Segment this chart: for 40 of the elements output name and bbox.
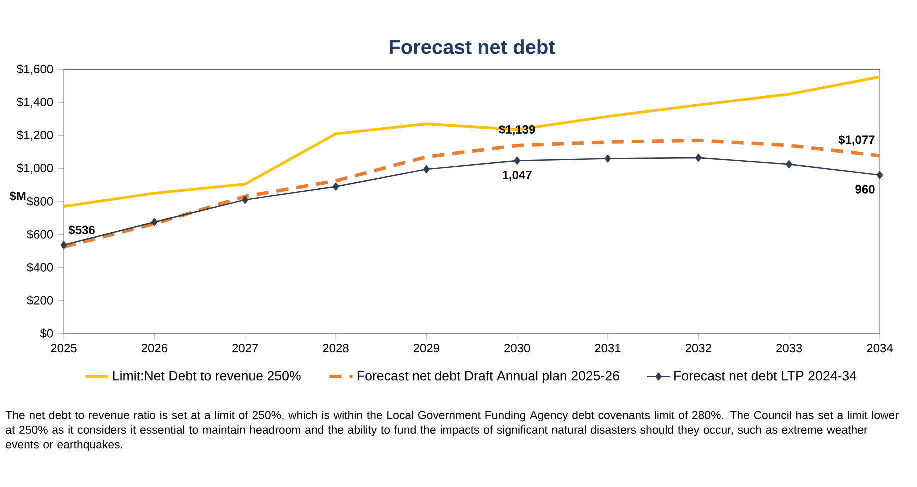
point	[876, 171, 884, 180]
point	[424, 165, 430, 174]
chart-title: Forecast net debt	[390, 40, 556, 54]
point	[332, 182, 340, 191]
data-label: $536	[68, 225, 95, 236]
data-label: 960	[856, 185, 875, 194]
x-tick-label: 2034	[867, 344, 893, 353]
y-axis-title: $M	[10, 191, 26, 202]
y-tick-label: $1,400	[17, 97, 54, 108]
y-tick-label: $800	[27, 196, 54, 207]
y-tick-label: $600	[27, 230, 54, 240]
point	[604, 154, 612, 163]
point	[695, 154, 702, 162]
y-tick-label: $1,000	[17, 163, 54, 174]
legend-label: Limit:Net Debt to revenue 250%	[113, 370, 301, 381]
x-tick-label: 2028	[323, 344, 349, 353]
legend-label: Forecast net debt Draft Annual plan 2025-26	[358, 370, 620, 384]
x-tick-label: 2026	[142, 344, 168, 353]
y-tick-label: $400	[27, 262, 54, 273]
y-tick-label: $200	[27, 296, 54, 306]
y-tick-label: $1,600	[17, 64, 54, 75]
text: The net debt to revenue ratio is set at a limit of 250%, which is within the Local Government Funding Agency debt covenants limit of 280%. The Council has set a limit lower at 250% as it considers it essential to maintain headroom and the ability to fund the impacts of significant natural disasters should they occur, such as extreme weather events or earthquakes.	[6, 410, 899, 451]
x-tick-label: 2030	[504, 344, 530, 353]
point	[60, 241, 68, 250]
x-tick-label: 2029	[414, 344, 440, 353]
y-tick-label: $0	[40, 328, 54, 339]
x-tick-label: 2027	[232, 344, 258, 353]
point	[786, 160, 792, 169]
point	[514, 156, 520, 165]
x-tick-label: 2032	[686, 344, 712, 353]
y-tick-label: $1,200	[17, 130, 54, 141]
data-label: 1,047	[503, 170, 532, 182]
data-label: $1,077	[838, 135, 875, 146]
x-tick-label: 2031	[595, 344, 621, 353]
point	[152, 218, 158, 226]
x-tick-label: 2033	[776, 344, 802, 353]
line-series	[64, 76, 880, 208]
x-tick-label: 2025	[51, 344, 77, 353]
point	[242, 196, 249, 204]
legend-label: Forecast net debt LTP 2024-34	[674, 370, 857, 381]
